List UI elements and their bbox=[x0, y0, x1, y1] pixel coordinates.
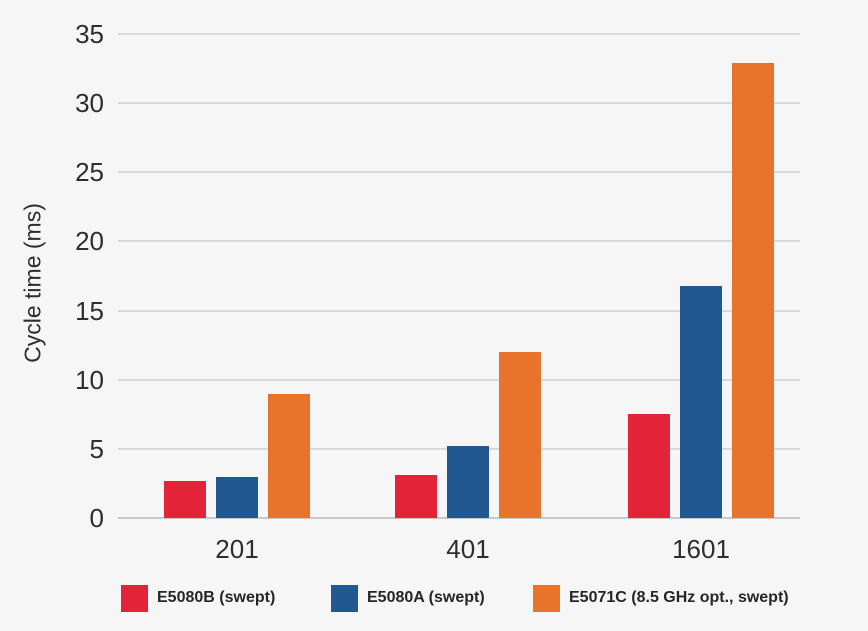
gridline bbox=[118, 171, 800, 174]
y-tick-label: 25 bbox=[75, 157, 104, 188]
bar-e5080b-1601 bbox=[628, 414, 670, 518]
bar-e5080a-1601 bbox=[680, 285, 722, 518]
bar-e5080b-201 bbox=[164, 480, 206, 518]
bar-e5071c-401 bbox=[499, 352, 541, 518]
legend: E5080B (swept) E5080A (swept) E5071C (8.5 … bbox=[0, 584, 868, 612]
legend-swatch bbox=[331, 584, 358, 612]
legend-label: E5080B (swept) bbox=[157, 589, 276, 606]
gridline bbox=[118, 102, 800, 105]
bar-e5071c-201 bbox=[268, 393, 310, 518]
legend-item-e5071c: E5071C (8.5 GHz opt., swept) bbox=[533, 584, 789, 612]
x-tick-label: 401 bbox=[446, 534, 490, 564]
y-tick-label: 15 bbox=[75, 295, 104, 326]
legend-swatch bbox=[121, 584, 148, 612]
legend-label: E5071C (8.5 GHz opt., swept) bbox=[569, 589, 789, 606]
gridline bbox=[118, 240, 800, 243]
y-tick-label: 30 bbox=[75, 88, 104, 119]
bar-e5080a-201 bbox=[216, 476, 258, 518]
y-tick-label: 20 bbox=[75, 226, 104, 257]
legend-item-e5080a: E5080A (swept) bbox=[331, 584, 485, 612]
legend-item-e5080b: E5080B (swept) bbox=[121, 584, 275, 612]
y-tick-label: 10 bbox=[75, 364, 104, 395]
bar-e5071c-1601 bbox=[732, 63, 774, 518]
x-tick-label: 1601 bbox=[672, 534, 730, 564]
y-tick-label: 35 bbox=[75, 19, 104, 49]
x-axis-line bbox=[118, 517, 800, 519]
x-tick-label: 201 bbox=[215, 534, 259, 564]
legend-swatch bbox=[533, 584, 560, 612]
gridline bbox=[118, 33, 800, 35]
gridline bbox=[118, 378, 800, 381]
bar-e5080a-401 bbox=[447, 446, 489, 518]
gridline bbox=[118, 309, 800, 312]
y-tick-label: 5 bbox=[89, 433, 104, 464]
y-axis-title: Cycle time (ms) bbox=[19, 203, 46, 363]
y-tick-label: 0 bbox=[89, 503, 104, 533]
bar-e5080b-401 bbox=[395, 475, 437, 518]
legend-label: E5080A (swept) bbox=[367, 589, 485, 606]
